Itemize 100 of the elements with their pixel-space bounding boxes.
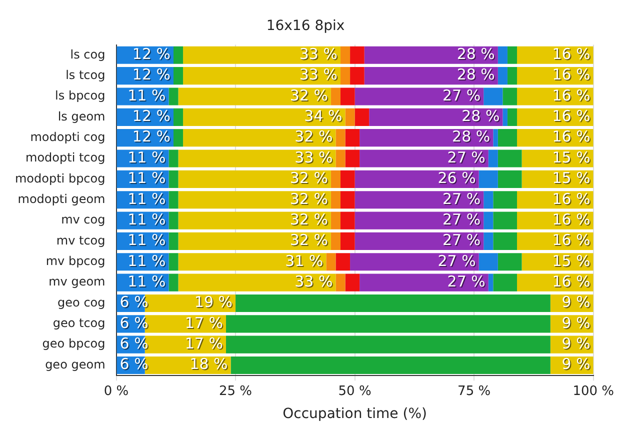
data-label: 11 % [128, 87, 167, 106]
y-tick-label: ls geom [58, 109, 106, 124]
bar [340, 46, 350, 64]
bar [178, 170, 331, 188]
data-label: 17 % [186, 314, 224, 333]
data-label: 11 % [128, 232, 167, 250]
data-label: 11 % [128, 273, 167, 292]
data-label: 28 % [456, 66, 495, 84]
bar [174, 108, 184, 126]
data-label: 11 % [128, 252, 167, 271]
bar [493, 191, 518, 209]
data-label: 16 % [553, 128, 592, 147]
bar [507, 46, 518, 64]
x-tick-label: 100 % [572, 384, 614, 399]
bar [330, 170, 340, 188]
bar [345, 129, 360, 147]
x-axis-title: Occupation time (%) [282, 406, 427, 422]
bar [498, 46, 508, 64]
data-label: 12 % [133, 46, 172, 64]
data-label: 16 % [553, 46, 592, 64]
data-label: 28 % [462, 108, 501, 126]
bar [178, 232, 331, 250]
data-label: 32 % [290, 232, 329, 250]
bar [345, 108, 355, 126]
data-label: 9 % [562, 355, 590, 374]
bar [174, 46, 184, 64]
y-tick-label: modopti cog [30, 130, 106, 144]
y-tick-label: ls cog [70, 47, 106, 62]
data-label: 18 % [190, 356, 229, 374]
bar [484, 232, 494, 250]
bar [178, 88, 331, 106]
bar [183, 108, 346, 126]
data-label: 27 % [448, 149, 486, 168]
y-tick-label: mv cog [61, 212, 106, 227]
y-tick-label: geo bpcog [42, 336, 106, 351]
bar [178, 212, 331, 230]
chart-title: 16x16 8pix [266, 18, 345, 34]
y-tick-label: modopti tcog [26, 150, 106, 165]
bar [488, 274, 494, 292]
data-label: 11 % [128, 190, 167, 209]
x-tick-label: 75 % [458, 384, 491, 399]
data-label: 34 % [305, 108, 344, 126]
data-label: 16 % [553, 232, 592, 250]
bar [350, 46, 364, 64]
bar [354, 108, 370, 126]
bar [498, 129, 518, 147]
data-label: 26 % [438, 169, 476, 188]
bar [168, 274, 178, 292]
y-tick-label: mv geom [48, 274, 106, 289]
bar [168, 232, 178, 250]
bar [350, 67, 364, 85]
data-label: 27 % [444, 190, 482, 209]
data-label: 16 % [553, 190, 592, 209]
data-label: 33 % [300, 46, 338, 64]
data-label: 12 % [133, 66, 172, 85]
bar [168, 150, 178, 168]
data-label: 32 % [290, 87, 329, 106]
y-tick-label: modopti bpcog [14, 171, 106, 186]
data-label: 27 % [444, 232, 482, 250]
bar [498, 170, 522, 188]
bar [168, 88, 178, 106]
bar [230, 356, 550, 374]
bar [493, 232, 518, 250]
x-tick-label: 50 % [338, 384, 372, 399]
data-label: 16 % [553, 66, 592, 85]
y-tick-label: geo tcog [52, 316, 106, 330]
data-label: 16 % [553, 273, 592, 292]
data-label: 27 % [448, 273, 486, 292]
bar [488, 150, 498, 168]
data-label: 32 % [290, 190, 329, 209]
data-label: 33 % [296, 149, 334, 168]
bar [493, 129, 498, 147]
bar [326, 253, 336, 271]
bar [493, 274, 518, 292]
bar [174, 67, 184, 85]
bar [183, 67, 340, 85]
data-label: 28 % [453, 128, 492, 147]
bar [330, 191, 340, 209]
bar [226, 336, 550, 354]
data-label: 33 % [299, 66, 338, 84]
bar [336, 129, 346, 147]
data-label: 12 % [133, 108, 172, 126]
data-label: 16 % [553, 211, 592, 230]
y-tick-label: mv bpcog [46, 254, 106, 268]
data-label: 9 % [562, 314, 592, 333]
data-label: 17 % [186, 335, 224, 354]
bar [236, 294, 550, 312]
bar [336, 253, 350, 271]
bar [330, 212, 340, 230]
bar [183, 129, 336, 147]
bar [178, 274, 336, 292]
bar [330, 232, 340, 250]
bar [498, 150, 522, 168]
y-tick-label: modopti geom [18, 192, 106, 206]
bar [507, 108, 518, 126]
y-tick-label: geo geom [45, 357, 106, 372]
data-label: 9 % [562, 294, 592, 312]
bar [336, 150, 346, 168]
bar [183, 46, 340, 64]
bar [340, 212, 355, 230]
